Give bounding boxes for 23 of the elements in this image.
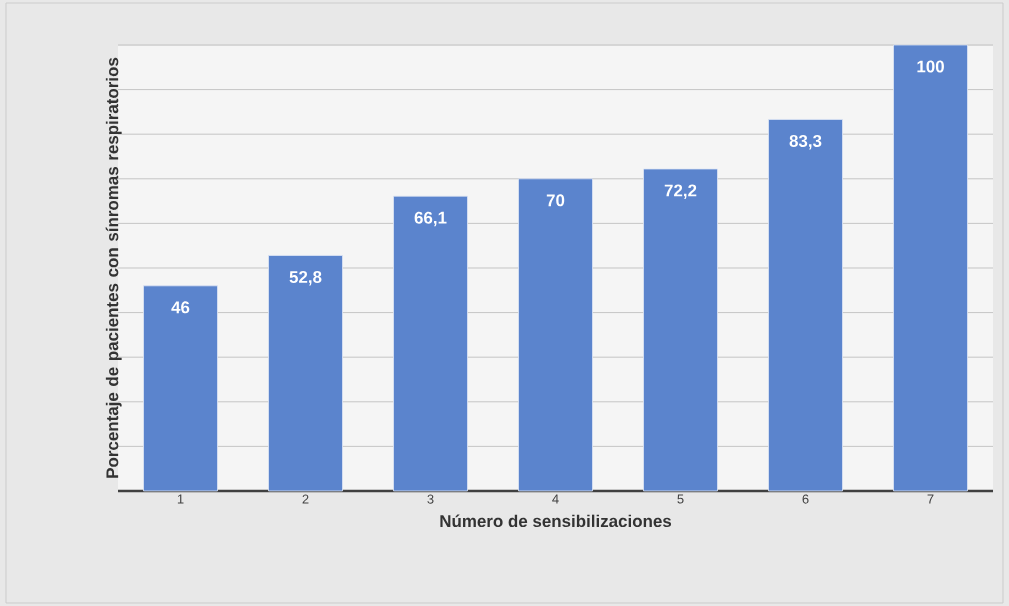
bar — [768, 119, 843, 492]
data-label: 83,3 — [789, 134, 822, 150]
data-label: 52,8 — [289, 271, 322, 286]
data-label: 100 — [917, 60, 944, 73]
x-tick-label: 5 — [677, 494, 684, 504]
data-label: 46 — [171, 301, 190, 314]
bar — [143, 285, 218, 492]
bar — [518, 178, 593, 492]
x-tick-label: 6 — [802, 494, 809, 504]
y-axis-title: Porcentaje de pacientes con sínromas respiratorios — [105, 57, 122, 478]
data-label: 72,2 — [664, 184, 697, 199]
x-axis-title: Número de sensibilizaciones — [440, 514, 672, 528]
bar — [393, 195, 468, 492]
bar — [893, 44, 968, 492]
x-tick-label: 2 — [302, 494, 309, 504]
data-label: 66,1 — [414, 211, 447, 227]
x-tick-label: 7 — [927, 494, 934, 504]
x-tick-label: 3 — [427, 494, 434, 504]
x-tick-label: 4 — [552, 494, 559, 504]
bar — [268, 255, 343, 492]
bar — [643, 168, 718, 492]
data-label: 70 — [546, 194, 565, 207]
x-tick-label: 1 — [177, 494, 184, 504]
